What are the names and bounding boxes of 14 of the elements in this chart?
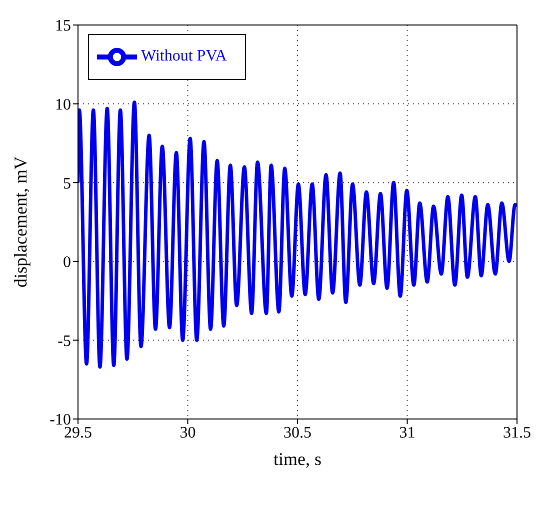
x-axis-title: time, s	[274, 449, 322, 469]
x-tick-label: 31	[399, 424, 416, 442]
x-tick-label: 29.5	[64, 424, 92, 442]
x-tick-label: 30	[180, 424, 196, 442]
x-tick-label: 30.5	[284, 424, 312, 442]
y-tick-label: 10	[55, 96, 71, 114]
y-tick-label: 15	[55, 18, 71, 35]
legend-label: Without PVA	[141, 48, 227, 65]
y-tick-label: 5	[63, 175, 71, 192]
x-tick-label: 31.5	[503, 424, 531, 442]
y-tick-label: 0	[63, 254, 71, 272]
line-series	[78, 100, 517, 369]
y-tick-label: -5	[58, 332, 71, 350]
y-axis-title: displacement, mV	[10, 156, 30, 288]
